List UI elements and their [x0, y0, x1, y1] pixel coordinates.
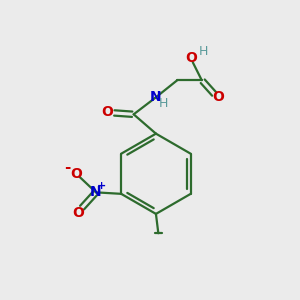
- Text: H: H: [159, 97, 168, 110]
- Text: O: O: [213, 90, 225, 104]
- Text: -: -: [64, 160, 70, 175]
- Text: H: H: [199, 44, 208, 58]
- Text: O: O: [72, 206, 84, 220]
- Text: N: N: [150, 90, 161, 104]
- Text: O: O: [102, 105, 113, 119]
- Text: +: +: [97, 181, 106, 191]
- Text: O: O: [70, 167, 82, 181]
- Text: N: N: [89, 185, 101, 199]
- Text: O: O: [185, 51, 197, 65]
